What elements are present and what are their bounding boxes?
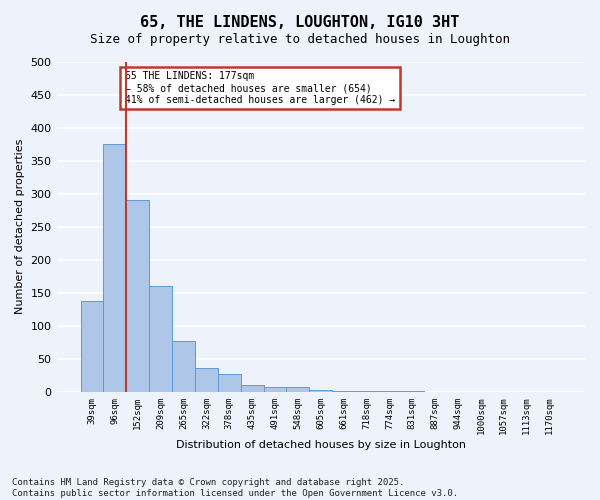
Bar (310, 390, 332, 392)
Text: 65 THE LINDENS: 177sqm
← 58% of detached houses are smaller (654)
41% of semi-de: 65 THE LINDENS: 177sqm ← 58% of detached… (125, 72, 395, 104)
Bar (286, 388, 310, 392)
Bar (103, 144, 127, 392)
Text: 65, THE LINDENS, LOUGHTON, IG10 3HT: 65, THE LINDENS, LOUGHTON, IG10 3HT (140, 15, 460, 30)
Bar (218, 374, 241, 392)
Bar (263, 388, 286, 392)
Bar (195, 368, 218, 392)
Bar (127, 200, 149, 392)
X-axis label: Distribution of detached houses by size in Loughton: Distribution of detached houses by size … (176, 440, 466, 450)
Y-axis label: Number of detached properties: Number of detached properties (15, 139, 25, 314)
Bar (241, 384, 263, 392)
Text: Contains HM Land Registry data © Crown copyright and database right 2025.
Contai: Contains HM Land Registry data © Crown c… (12, 478, 458, 498)
Bar (80, 301, 103, 392)
Bar (172, 341, 195, 392)
Text: Size of property relative to detached houses in Loughton: Size of property relative to detached ho… (90, 32, 510, 46)
Bar (149, 286, 172, 392)
